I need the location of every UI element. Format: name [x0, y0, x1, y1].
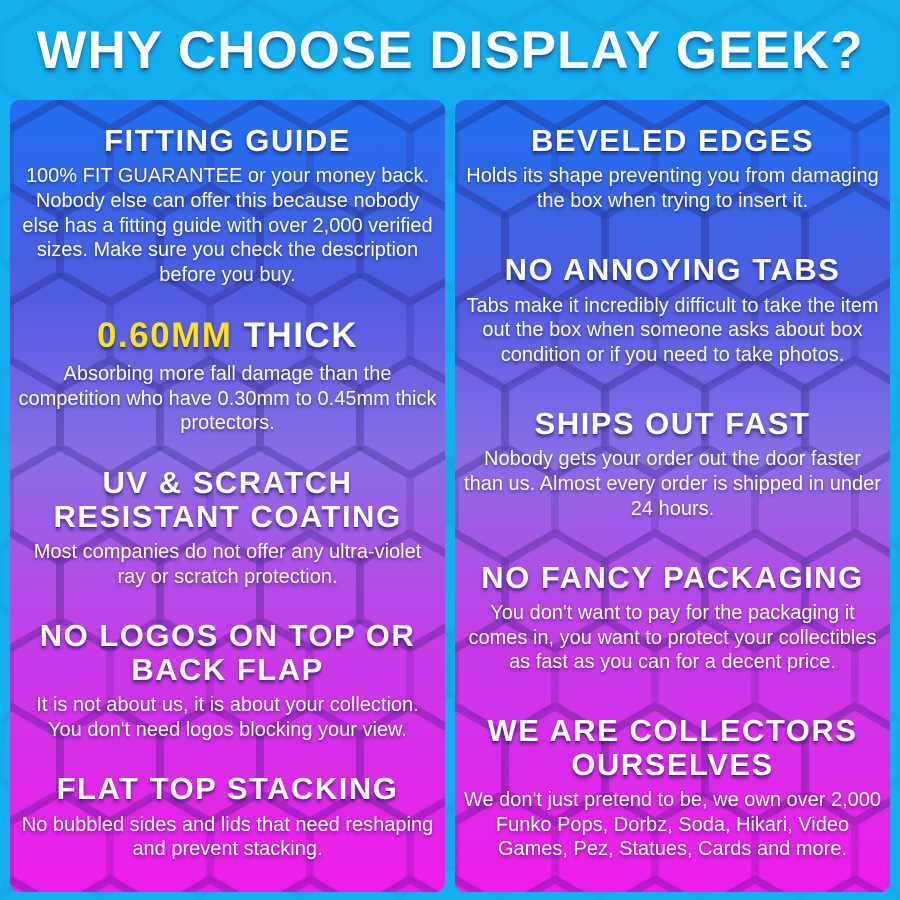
feature-section: BEVELED EDGES Holds its shape preventing …: [463, 124, 882, 214]
left-column-sections: FITTING GUIDE 100% FIT GUARANTEE or your …: [10, 100, 445, 892]
feature-heading: UV & SCRATCH RESISTANT COATING: [53, 465, 402, 534]
feature-body: Most companies do not offer any ultra-vi…: [33, 540, 422, 588]
feature-body: No bubbled sides and lids that need resh…: [21, 813, 434, 861]
right-column-sections: BEVELED EDGES Holds its shape preventing …: [455, 100, 890, 892]
feature-heading: SHIPS OUT FAST: [534, 405, 811, 441]
feature-section: WE ARE COLLECTORS OURSELVES We don't just…: [463, 714, 882, 862]
feature-body: You don't want to pay for the packaging …: [468, 602, 877, 674]
feature-section: FITTING GUIDE 100% FIT GUARANTEE or your …: [18, 124, 437, 287]
feature-heading: 0.60MM THICK: [96, 316, 359, 356]
feature-section: NO LOGOS ON TOP OR BACK FLAP It is not ab…: [18, 619, 437, 742]
highlighted-heading-text: 0.60MM: [96, 316, 233, 356]
header-banner: WHY CHOOSE DISPLAY GEEK?: [0, 0, 900, 100]
feature-section: 0.60MM THICK Absorbing more fall damage t…: [18, 317, 437, 436]
feature-section: SHIPS OUT FAST Nobody gets your order out…: [463, 405, 882, 521]
left-column-panel: FITTING GUIDE 100% FIT GUARANTEE or your …: [10, 100, 445, 892]
feature-body: It is not about us, it is about your col…: [36, 694, 419, 741]
feature-body: Tabs make it incredibly difficult to tak…: [466, 294, 879, 366]
feature-heading: NO ANNOYING TABS: [504, 252, 841, 288]
feature-body: Nobody gets your order out the door fast…: [464, 448, 881, 520]
page-title: WHY CHOOSE DISPLAY GEEK?: [36, 20, 864, 80]
feature-body: Holds its shape preventing you from dama…: [466, 165, 879, 213]
feature-heading: NO LOGOS ON TOP OR BACK FLAP: [39, 618, 416, 687]
feature-body: Absorbing more fall damage than the comp…: [18, 363, 437, 435]
feature-body: We don't just pretend to be, we own over…: [463, 789, 882, 861]
feature-section: NO ANNOYING TABS Tabs make it incredibly …: [463, 253, 882, 367]
content-columns: FITTING GUIDE 100% FIT GUARANTEE or your …: [0, 100, 900, 900]
feature-section: FLAT TOP STACKING No bubbled sides and li…: [18, 772, 437, 862]
feature-section: NO FANCY PACKAGING You don't want to pay …: [463, 559, 882, 675]
feature-body: 100% FIT GUARANTEE or your money back. N…: [22, 165, 433, 286]
feature-heading: FLAT TOP STACKING: [56, 771, 399, 807]
feature-heading: WE ARE COLLECTORS OURSELVES: [487, 713, 858, 782]
feature-heading: NO FANCY PACKAGING: [481, 559, 864, 595]
right-column-panel: BEVELED EDGES Holds its shape preventing …: [455, 100, 890, 892]
feature-heading: BEVELED EDGES: [530, 123, 815, 158]
feature-heading: FITTING GUIDE: [104, 123, 351, 158]
feature-section: UV & SCRATCH RESISTANT COATING Most compa…: [18, 466, 437, 589]
